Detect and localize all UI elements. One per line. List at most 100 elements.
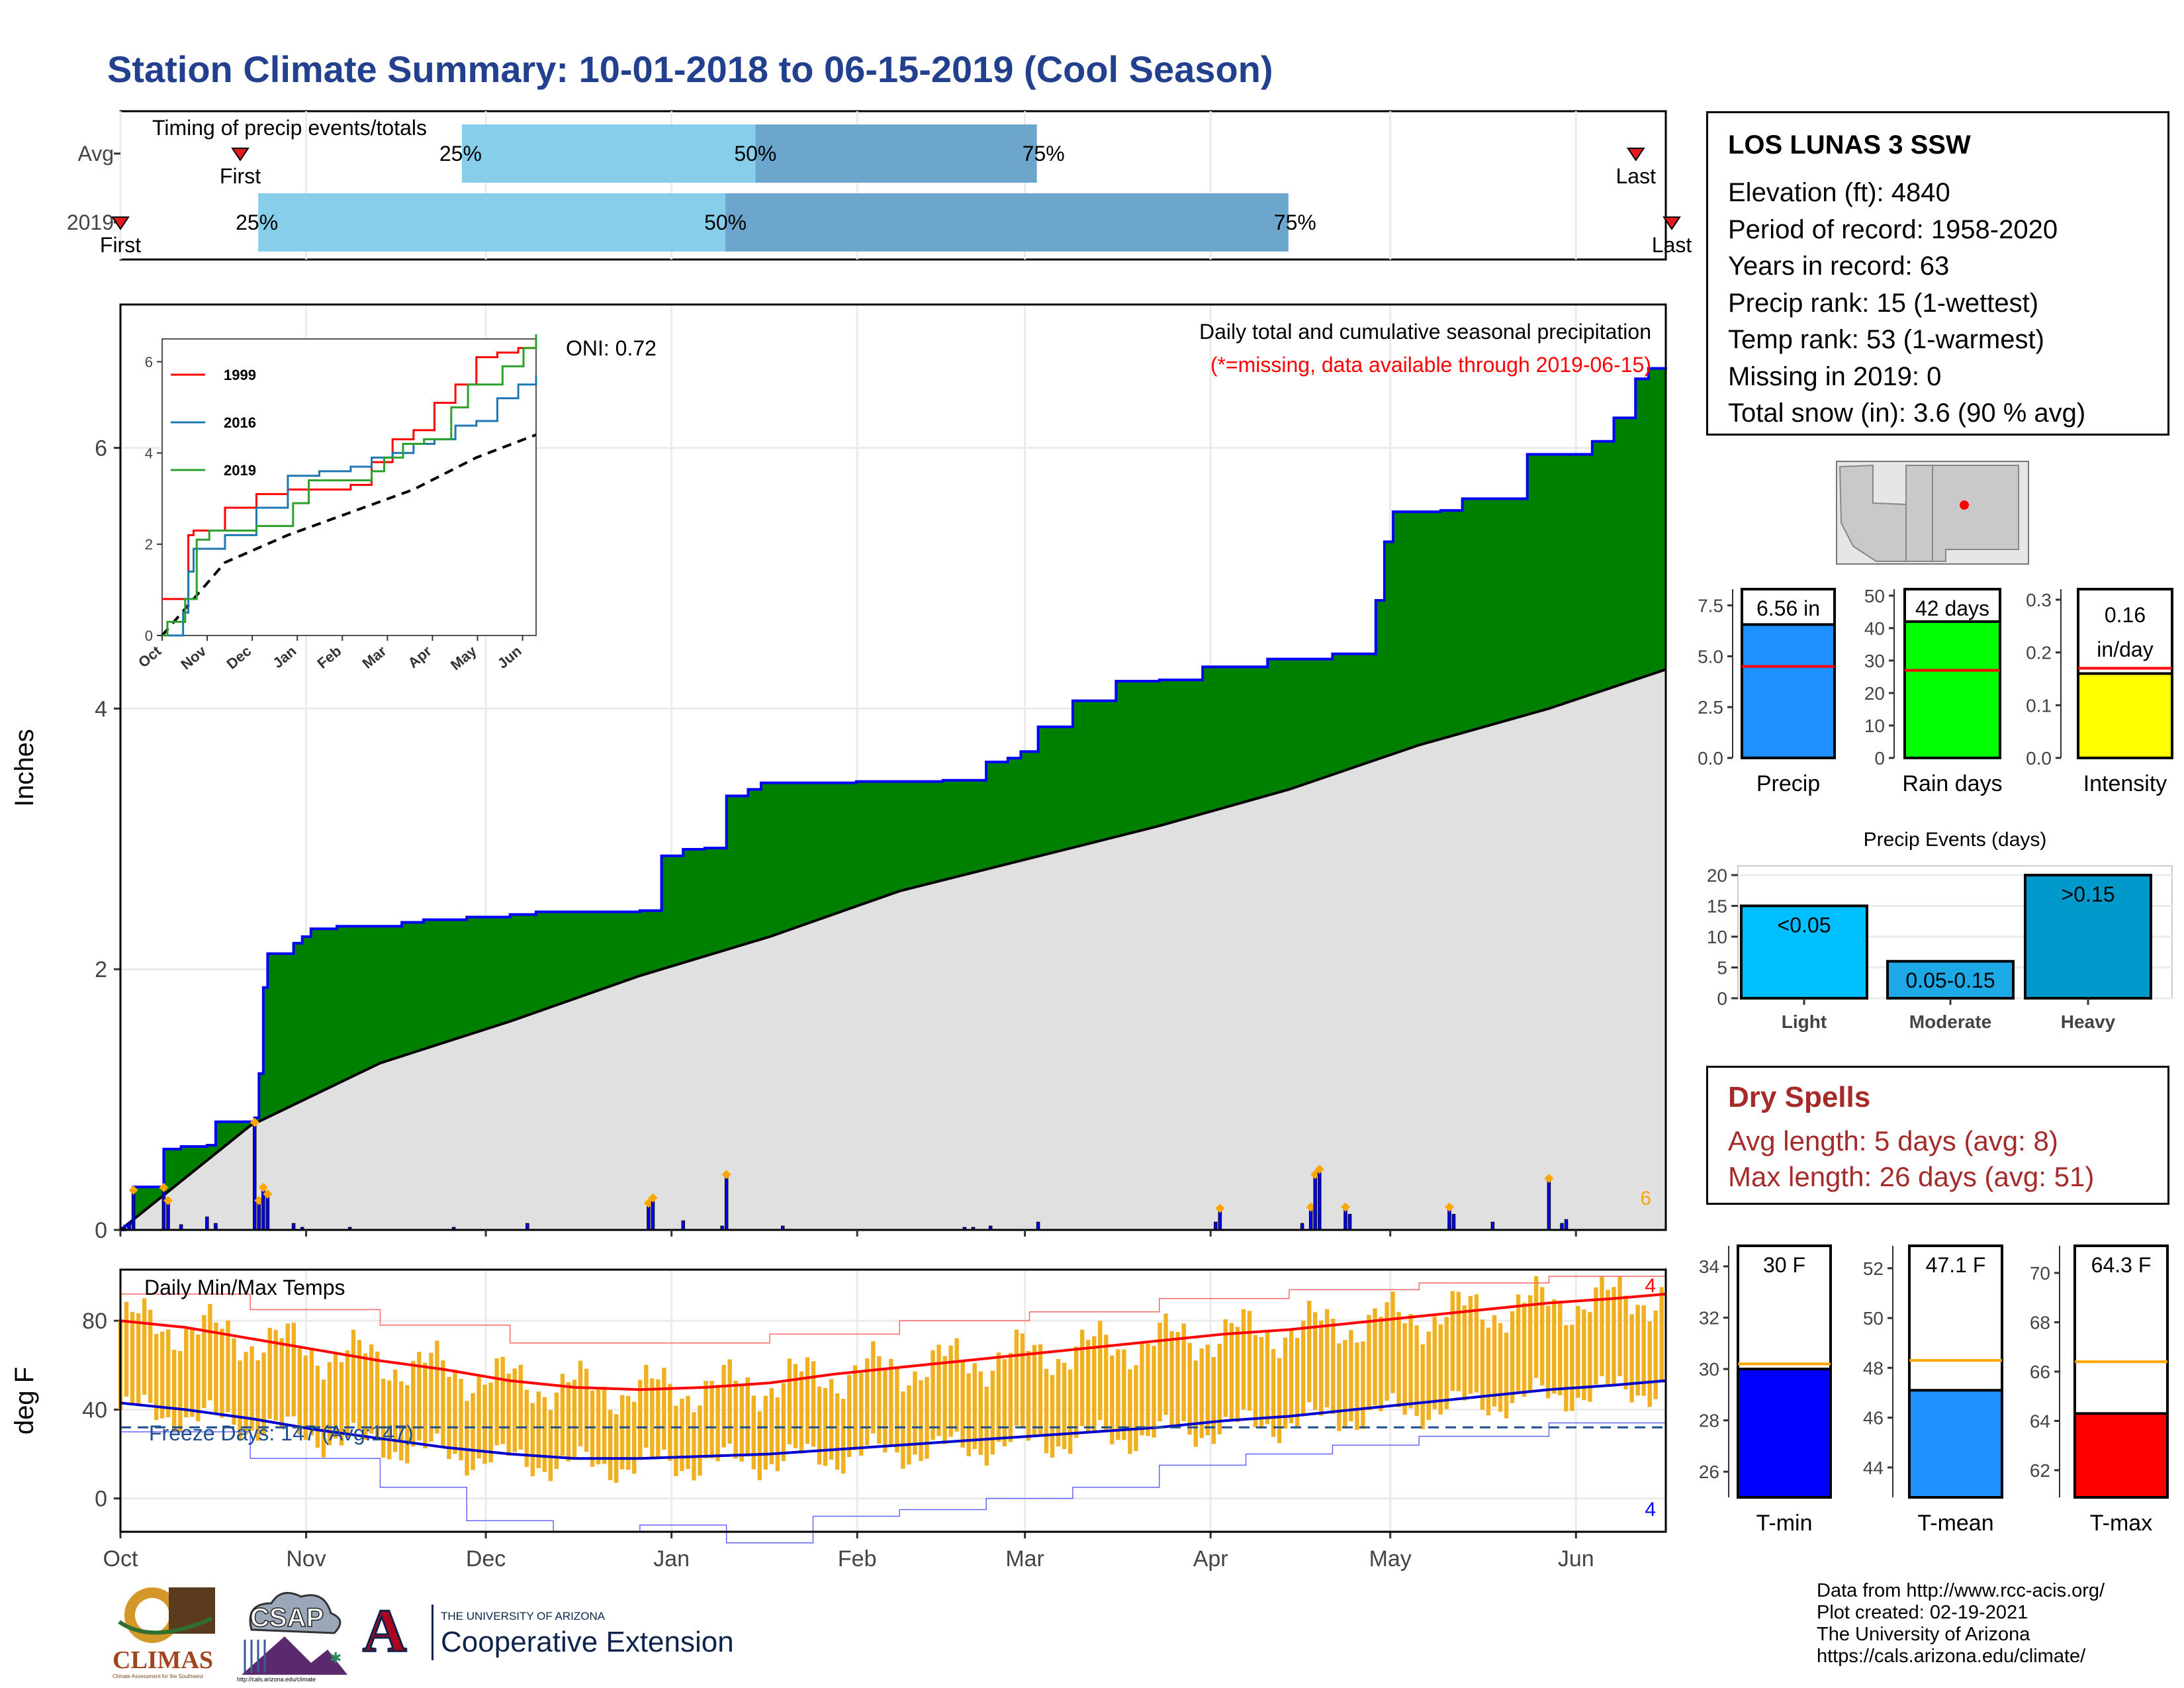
daily-temp-range-bar	[554, 1392, 559, 1469]
timing-title: Timing of precip events/totals	[152, 116, 427, 140]
timing-p75-label: 75%	[1023, 142, 1065, 165]
daily-temp-range-bar	[423, 1362, 428, 1449]
daily-temp-range-bar	[698, 1405, 702, 1476]
inset-series-2019	[162, 334, 537, 637]
daily-temp-range-bar	[512, 1368, 517, 1452]
precip_total-ytick-label: 0.0	[1698, 748, 1723, 769]
daily-temp-range-bar	[1306, 1301, 1312, 1403]
daily-temp-range-bar	[1612, 1287, 1616, 1384]
daily-temp-range-bar	[1420, 1344, 1425, 1429]
daily-temp-range-bar	[148, 1309, 153, 1403]
timing-last-label: Last	[1616, 164, 1657, 188]
precip_total-value-label: 6.56 in	[1756, 596, 1820, 620]
station-temp-rank: Temp rank: 53 (1-warmest)	[1728, 325, 2044, 354]
rain_days-ytick-label: 10	[1864, 716, 1885, 736]
temps-xtick-label: Jan	[653, 1546, 690, 1571]
daily-temp-range-bar	[1492, 1315, 1497, 1407]
daily-temp-range-bar	[1402, 1323, 1407, 1415]
daily-temp-range-bar	[781, 1383, 786, 1462]
rain_days-ytick-label: 0	[1874, 748, 1885, 769]
daily-temp-range-bar	[1623, 1295, 1628, 1389]
daily-temp-range-bar	[948, 1345, 953, 1437]
precip-events-bar-label: <0.05	[1778, 913, 1831, 937]
daily-temp-range-bar	[1552, 1299, 1557, 1394]
daily-temp-range-bar	[1331, 1319, 1336, 1414]
tmax-ytick-label: 64	[2030, 1411, 2050, 1432]
daily-temp-range-bar	[1134, 1365, 1138, 1452]
daily-precip-bar	[1308, 1209, 1313, 1231]
temps-xtick-label: Oct	[103, 1546, 138, 1571]
daily-temp-range-bar	[136, 1313, 141, 1405]
intensity-value-label: in/day	[2097, 637, 2153, 661]
intensity-category-label: Intensity	[2083, 771, 2167, 796]
precip-ylabel: Inches	[10, 729, 39, 807]
precip-events-ytick-label: 20	[1707, 865, 1727, 886]
inset-series-2016	[162, 375, 537, 637]
daily-temp-range-bar	[835, 1393, 840, 1470]
daily-temp-range-bar	[369, 1344, 374, 1434]
cumulative-precip-line	[120, 367, 1667, 1231]
daily-temp-range-bar	[488, 1382, 493, 1463]
daily-precip-bar	[1036, 1221, 1040, 1231]
timing-chart: Timing of precip events/totals Avg 25% 50% 7…	[67, 110, 1692, 261]
daily-temp-range-bar	[459, 1379, 463, 1460]
daily-temp-range-bar	[1426, 1331, 1431, 1421]
temps-ylabel: deg F	[10, 1367, 39, 1434]
daily-temp-range-bar	[381, 1378, 386, 1458]
daily-temp-range-bar	[441, 1360, 445, 1448]
daily-temp-range-bar	[1068, 1369, 1073, 1454]
station-precip-rank: Precip rank: 15 (1-wettest)	[1728, 288, 2039, 318]
daily-temp-range-bar	[202, 1315, 206, 1408]
daily-precip-bar	[161, 1190, 166, 1231]
intensity-ytick-label: 0.1	[2026, 695, 2052, 716]
daily-temp-range-bar	[632, 1401, 637, 1474]
intensity-ytick-label: 0.2	[2026, 643, 2052, 663]
daily-temp-range-bar	[674, 1405, 678, 1476]
daily-temp-range-bar	[1462, 1305, 1467, 1401]
daily-temp-range-bar	[530, 1403, 535, 1477]
daily-temp-range-bar	[913, 1371, 917, 1455]
daily-temp-range-bar	[751, 1395, 756, 1470]
heavy-event-marker	[250, 1117, 259, 1127]
temps-xtick-label: Dec	[466, 1546, 506, 1571]
daily-temp-range-bar	[214, 1322, 218, 1414]
daily-temp-range-bar	[238, 1360, 242, 1440]
temps-xtick-label: Nov	[286, 1546, 326, 1571]
daily-precip-bar	[1547, 1181, 1551, 1231]
temps-corner-top: 4	[1645, 1275, 1656, 1297]
daily-temp-range-bar	[1008, 1352, 1013, 1442]
tmean-ytick-label: 52	[1863, 1258, 1884, 1279]
intensity-ytick-label: 0.0	[2026, 748, 2052, 769]
daily-temp-range-bar	[1122, 1349, 1126, 1440]
daily-temp-range-bar	[560, 1374, 565, 1456]
daily-temp-range-bar	[363, 1353, 368, 1440]
precip-ytick-label: 4	[95, 696, 107, 722]
heavy-event-marker	[1306, 1202, 1316, 1212]
daily-temp-range-bar	[1223, 1319, 1228, 1417]
tmin-ytick-label: 34	[1699, 1256, 1719, 1277]
inset-ytick-label: 4	[145, 445, 153, 461]
heavy-event-marker	[643, 1198, 653, 1208]
temps-frame	[119, 1268, 1667, 1533]
daily-temp-range-bar	[518, 1364, 523, 1450]
tmin-ytick-label: 28	[1699, 1411, 1719, 1431]
temps-xtick-label: Jun	[1558, 1546, 1594, 1571]
daily-temp-range-bar	[626, 1395, 631, 1470]
daily-temp-range-bar	[829, 1379, 834, 1460]
oni-annotation: ONI: 0.72	[566, 336, 657, 360]
daily-temp-range-bar	[244, 1352, 248, 1435]
daily-temp-range-bar	[1032, 1344, 1037, 1437]
daily-temp-range-bar	[321, 1380, 326, 1458]
daily-temp-range-bar	[1474, 1294, 1479, 1393]
daily-temp-range-bar	[1527, 1295, 1533, 1392]
daily-temp-range-bar	[692, 1412, 696, 1481]
daily-temp-range-bar	[638, 1380, 643, 1458]
tmax-bar	[2073, 1412, 2169, 1499]
daily-temp-range-bar	[351, 1329, 356, 1423]
temps-ytick-label: 0	[95, 1487, 107, 1512]
daily-temp-range-bar	[220, 1329, 224, 1418]
daily-temp-range-bar	[644, 1364, 649, 1448]
heavy-event-marker	[163, 1196, 173, 1205]
daily-temp-range-bar	[1193, 1360, 1198, 1447]
